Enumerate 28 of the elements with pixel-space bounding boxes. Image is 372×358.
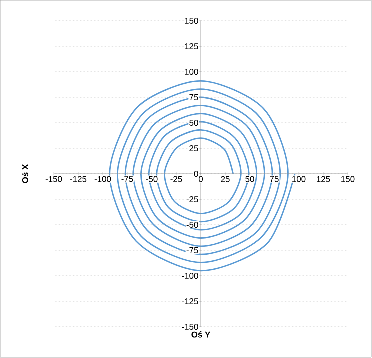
x-tick-label: -75 [122,176,134,182]
x-tick-label: 25 [221,176,230,182]
y-tick-label: 75 [190,94,198,100]
x-tick-label: -150 [46,176,62,182]
y-tick-label: 150 [185,18,198,24]
x-axis-title: Oś Y [192,332,211,338]
x-tick-label: 150 [342,176,355,182]
y-tick-label: -100 [182,273,198,279]
y-tick-label: -75 [186,248,198,254]
y-tick-label: -25 [186,196,198,202]
y-tick-label: -125 [182,298,198,304]
x-tick-label: -25 [170,176,182,182]
y-tick-label: -50 [186,222,198,228]
x-tick-label: -50 [146,176,158,182]
y-tick-label: 100 [185,69,198,75]
x-tick-label: -100 [94,176,112,182]
x-tick-label: 75 [270,176,279,182]
y-tick-label: 0 [194,171,198,177]
x-tick-label: 125 [317,176,330,182]
x-tick-label: -125 [70,176,87,182]
y-tick-label: 125 [185,44,198,50]
x-tick-label: 100 [292,176,306,182]
y-tick-label: 50 [190,120,198,126]
x-tick-label: 50 [246,176,254,182]
y-axis-title: Oś X [22,164,28,184]
y-tick-label: -150 [182,324,198,330]
x-tick-label: 0 [198,176,204,182]
y-tick-label: 25 [190,146,198,152]
